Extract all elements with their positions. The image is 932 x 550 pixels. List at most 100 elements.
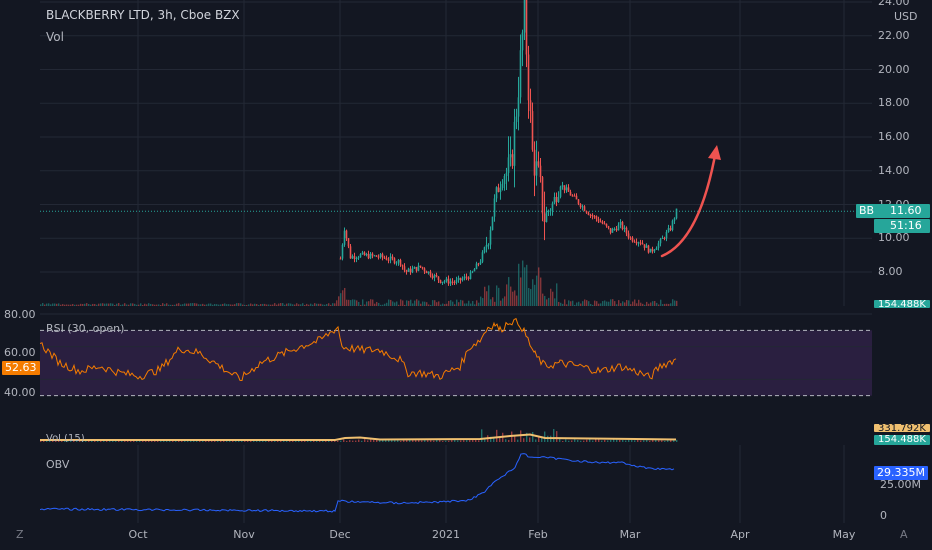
- volume-bar: [448, 300, 450, 306]
- auto-scale-icon[interactable]: A: [900, 528, 908, 541]
- volume-pane-bar: [73, 440, 75, 442]
- volume-bar: [258, 304, 260, 306]
- candle-body: [579, 203, 582, 208]
- volume-bar: [468, 300, 470, 306]
- volume-bar: [308, 304, 310, 306]
- price-tick-label: 18.00: [878, 96, 910, 110]
- candle-body: [599, 221, 602, 223]
- candle-body: [437, 276, 440, 280]
- volume-pane-bar: [580, 440, 582, 442]
- volume-pane-bar: [67, 440, 69, 442]
- volume-label[interactable]: Vol (15): [46, 434, 85, 442]
- candle-body: [429, 271, 432, 276]
- zoom-reset-icon[interactable]: Z: [16, 528, 24, 541]
- candle-body: [517, 97, 520, 117]
- volume-pane-bar: [643, 440, 645, 442]
- candle-body: [601, 221, 604, 224]
- candle-body: [629, 237, 632, 239]
- candle-body: [505, 172, 508, 176]
- volume-bar: [374, 303, 376, 306]
- volume-bar: [484, 286, 486, 306]
- candle-body: [589, 214, 592, 216]
- volume-bar: [208, 303, 210, 306]
- volume-bar: [394, 302, 396, 306]
- volume-bar: [326, 304, 328, 306]
- volume-bar: [518, 263, 520, 306]
- volume-bar: [268, 304, 270, 306]
- volume-bar: [618, 300, 620, 306]
- volume-bar: [462, 300, 464, 306]
- candle-body: [395, 262, 398, 264]
- volume-pane-bar: [295, 440, 297, 442]
- volume-pane-bar: [343, 439, 345, 442]
- volume-ma-badge: 331.792K: [874, 424, 930, 432]
- volume-pane-bar: [403, 439, 405, 442]
- volume-pane-bar: [280, 440, 282, 442]
- volume-pane-bar: [310, 440, 312, 442]
- volume-pane[interactable]: [40, 424, 872, 442]
- candle-body: [507, 157, 510, 173]
- volume-pane-bar: [427, 440, 429, 442]
- price-pane[interactable]: [40, 0, 872, 306]
- price-axis[interactable]: 24.0022.0020.0018.0016.0014.0012.0010.00…: [872, 0, 932, 306]
- volume-pane-bar: [205, 440, 207, 442]
- candle-body: [535, 161, 538, 176]
- volume-pane-bar: [649, 440, 651, 442]
- volume-bar: [150, 303, 152, 306]
- volume-pane-bar: [346, 440, 348, 442]
- volume-pane-bar: [415, 440, 417, 442]
- volume-pane-bar: [97, 440, 99, 442]
- volume-overlay-label[interactable]: Vol: [46, 30, 64, 44]
- volume-bar: [630, 304, 632, 306]
- volume-pane-bar: [562, 440, 564, 442]
- volume-pane-bar: [433, 440, 435, 442]
- volume-bar: [140, 303, 142, 306]
- obv-label[interactable]: OBV: [46, 458, 70, 471]
- volume-bar: [464, 303, 466, 306]
- volume-bar: [78, 304, 80, 306]
- volume-bar: [186, 303, 188, 306]
- volume-bar: [634, 299, 636, 306]
- volume-bar: [324, 304, 326, 306]
- volume-bar: [652, 301, 654, 306]
- candle-body: [553, 196, 556, 204]
- volume-pane-bar: [76, 440, 78, 442]
- rsi-pane[interactable]: [39, 310, 872, 422]
- volume-bar: [566, 304, 568, 306]
- volume-bar: [512, 291, 514, 306]
- volume-pane-bar: [445, 440, 447, 442]
- candle-body: [475, 263, 478, 270]
- volume-pane-bar: [532, 431, 534, 442]
- volume-bar: [346, 299, 348, 306]
- candle-body: [481, 252, 484, 262]
- volume-bar: [674, 300, 676, 306]
- volume-bar: [114, 304, 116, 306]
- candle-body: [483, 247, 486, 253]
- obv-pane[interactable]: [39, 445, 872, 523]
- volume-pane-bar: [226, 440, 228, 442]
- volume-pane-bar: [607, 440, 609, 442]
- volume-pane-bar: [541, 436, 543, 442]
- candle-body: [591, 215, 594, 217]
- volume-bar: [664, 303, 666, 306]
- volume-bar: [312, 304, 314, 306]
- candle-body: [631, 237, 634, 242]
- candle-body: [561, 185, 564, 187]
- symbol-title[interactable]: BLACKBERRY LTD, 3h, Cboe BZX: [46, 8, 240, 22]
- rsi-label[interactable]: RSI (30, open): [46, 322, 125, 335]
- volume-bar: [478, 302, 480, 306]
- obv-tick-0: 0: [880, 509, 887, 522]
- candle-body: [657, 243, 660, 249]
- candle-body: [365, 254, 368, 256]
- volume-pane-bar: [319, 440, 321, 442]
- candle-body: [371, 253, 374, 256]
- volume-bar: [170, 304, 172, 306]
- candle-body: [363, 252, 366, 256]
- candle-body: [387, 259, 390, 261]
- volume-bar: [50, 304, 52, 306]
- volume-bar: [274, 303, 276, 306]
- volume-bar: [246, 304, 248, 306]
- volume-bar: [216, 304, 218, 306]
- volume-bar: [180, 304, 182, 306]
- volume-pane-bar: [367, 440, 369, 442]
